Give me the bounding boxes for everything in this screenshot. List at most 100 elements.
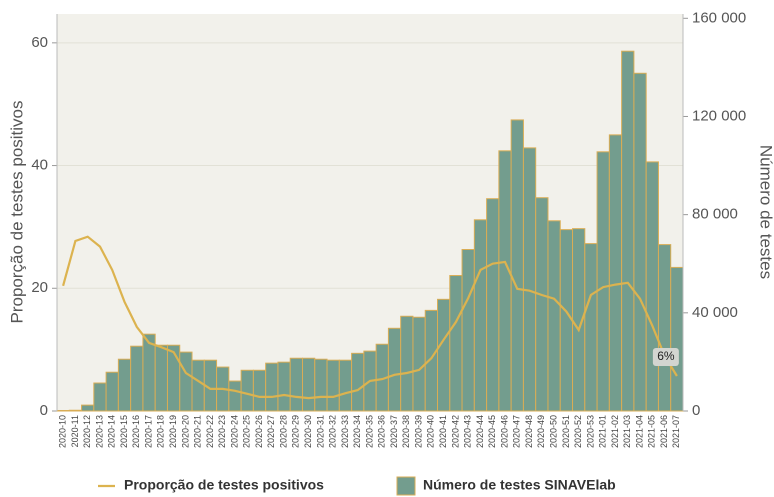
y-tick-label: 0 <box>40 402 48 419</box>
x-tick-label: 2021-02 <box>610 415 620 448</box>
x-tick-label: 2020-18 <box>156 415 166 448</box>
bar <box>301 357 316 412</box>
y2-tick-label: 160 000 <box>692 9 746 26</box>
x-tick-label: 2020-25 <box>242 415 252 448</box>
bar <box>473 219 488 412</box>
x-tick-label: 2020-31 <box>315 415 325 448</box>
y2-tick-label: 0 <box>692 402 700 419</box>
x-tick-label: 2020-53 <box>585 415 595 448</box>
bar <box>596 151 610 412</box>
bar <box>117 358 132 412</box>
bar <box>670 266 684 412</box>
x-tick-label: 2020-38 <box>401 415 411 448</box>
x-tick-label: 2020-43 <box>463 415 473 448</box>
bar <box>510 119 524 412</box>
x-tick-label: 2020-50 <box>548 415 558 448</box>
bar <box>437 298 451 412</box>
legend-label: Proporção de testes positivos <box>124 477 324 493</box>
bar <box>412 316 426 412</box>
y-axis-title: Proporção de testes positivos <box>7 100 26 323</box>
bar <box>105 371 119 412</box>
y2-tick-label: 120 000 <box>692 107 746 124</box>
x-tick-label: 2020-45 <box>487 415 497 448</box>
x-tick-label: 2020-32 <box>328 415 338 448</box>
bar <box>240 369 254 412</box>
x-tick-label: 2020-35 <box>364 415 374 448</box>
x-tick-label: 2020-34 <box>352 415 362 448</box>
x-tick-label: 2021-04 <box>634 415 644 448</box>
x-tick-label: 2020-40 <box>426 415 436 448</box>
x-tick-label: 2020-13 <box>94 415 104 448</box>
x-tick-label: 2020-12 <box>82 415 92 448</box>
bar <box>608 134 623 412</box>
x-tick-label: 2021-03 <box>622 415 632 448</box>
x-tick-label: 2020-10 <box>58 415 68 448</box>
x-tick-label: 2020-19 <box>168 415 178 448</box>
bar <box>166 344 181 412</box>
bar <box>68 409 83 412</box>
x-tick-label: 2020-29 <box>291 415 301 448</box>
x-tick-label: 2020-44 <box>475 415 485 448</box>
x-tick-label: 2020-52 <box>573 415 583 448</box>
x-tick-label: 2020-27 <box>266 415 276 448</box>
bar <box>657 244 672 412</box>
x-tick-label: 2020-16 <box>131 415 141 448</box>
x-tick-label: 2020-17 <box>143 415 153 448</box>
x-tick-label: 2020-28 <box>278 415 288 448</box>
value-label-box <box>652 348 679 367</box>
x-tick-label: 2020-33 <box>340 415 350 448</box>
x-tick-label: 2020-30 <box>303 415 313 448</box>
x-tick-label: 2020-20 <box>180 415 190 448</box>
bar <box>486 198 500 412</box>
bar <box>645 161 659 412</box>
bar <box>535 197 549 412</box>
x-tick-label: 2021-06 <box>659 415 669 448</box>
bar <box>633 72 647 412</box>
bar <box>81 404 95 412</box>
x-tick-label: 2020-26 <box>254 415 264 448</box>
x-tick-label: 2020-37 <box>389 415 399 448</box>
x-tick-label: 2021-01 <box>598 415 608 448</box>
bar <box>154 344 168 412</box>
bar <box>179 351 193 412</box>
bar <box>387 327 402 412</box>
bar <box>191 359 205 412</box>
bar <box>351 352 365 412</box>
x-tick-label: 2020-15 <box>119 415 129 448</box>
bar <box>547 220 561 412</box>
x-tick-label: 2020-14 <box>107 415 117 448</box>
x-tick-label: 2020-51 <box>561 415 571 448</box>
bar <box>584 243 598 412</box>
bar <box>142 333 156 412</box>
y-tick-label: 60 <box>31 34 48 51</box>
y2-tick-label: 80 000 <box>692 206 738 223</box>
bar <box>559 229 574 412</box>
bar <box>265 362 279 412</box>
bar <box>289 357 303 412</box>
x-tick-label: 2020-24 <box>229 415 239 448</box>
bar <box>93 382 107 412</box>
bar <box>461 249 475 412</box>
value-label: 6% <box>657 349 675 363</box>
x-tick-label: 2020-23 <box>217 415 227 448</box>
bar <box>424 309 439 412</box>
bar <box>400 315 414 412</box>
x-tick-label: 2021-07 <box>671 415 681 448</box>
x-tick-label: 2020-11 <box>70 415 80 447</box>
bar <box>449 275 463 412</box>
line <box>62 235 678 400</box>
x-tick-label: 2020-36 <box>377 415 387 448</box>
bar <box>277 361 291 412</box>
bar <box>252 369 267 412</box>
y2-tick-label: 40 000 <box>692 304 738 321</box>
bar <box>130 345 144 412</box>
x-tick-label: 2020-42 <box>450 415 460 448</box>
bar <box>326 359 340 412</box>
x-tick-label: 2020-48 <box>524 415 534 448</box>
bar <box>314 358 328 412</box>
bar <box>621 50 635 412</box>
x-tick-label: 2020-41 <box>438 415 448 448</box>
bar <box>498 150 512 412</box>
bar <box>522 147 537 412</box>
